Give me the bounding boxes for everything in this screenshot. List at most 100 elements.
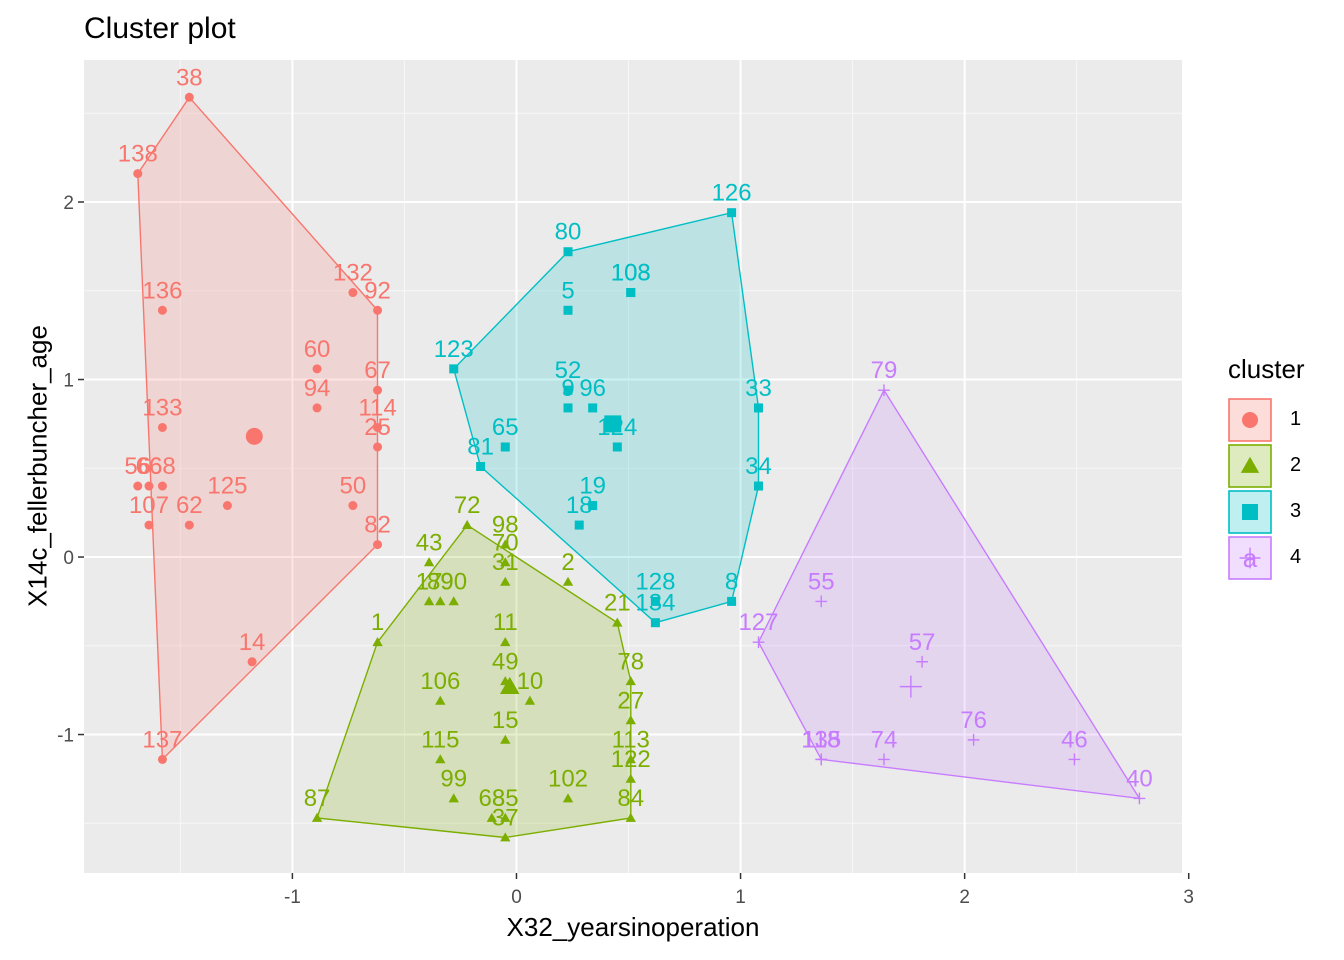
point-label: 57 bbox=[909, 629, 936, 656]
point-label: 68 bbox=[478, 785, 505, 812]
data-point bbox=[157, 481, 167, 491]
point-label: 133 bbox=[142, 394, 182, 421]
cluster-hull-1 bbox=[137, 96, 379, 762]
point-label: 84 bbox=[617, 785, 644, 812]
legend-label-2: 2 bbox=[1290, 454, 1302, 476]
major-gridlines bbox=[84, 60, 1190, 873]
legend-key-circle-icon bbox=[1228, 398, 1272, 442]
data-point bbox=[449, 364, 459, 374]
data-point bbox=[626, 288, 636, 298]
data-points bbox=[133, 92, 1146, 842]
data-point bbox=[815, 753, 828, 766]
point-label: 1 bbox=[371, 609, 384, 636]
legend-item-2: 2 bbox=[1228, 444, 1328, 490]
point-label: 43 bbox=[416, 529, 443, 556]
data-point bbox=[625, 812, 636, 822]
data-point bbox=[312, 364, 322, 374]
legend-label-4: 4 bbox=[1290, 546, 1302, 568]
x-axis-label: X32_yearsinoperation bbox=[506, 912, 760, 942]
data-point bbox=[500, 442, 510, 452]
point-label: 33 bbox=[745, 375, 772, 402]
point-label: 132 bbox=[333, 260, 373, 287]
point-label: 76 bbox=[960, 707, 987, 734]
data-point bbox=[435, 695, 446, 705]
legend-item-3: 3 bbox=[1228, 490, 1328, 536]
data-point bbox=[462, 519, 473, 529]
point-label: 96 bbox=[579, 375, 606, 402]
data-point bbox=[878, 753, 890, 766]
legend-label-3: 3 bbox=[1290, 500, 1302, 522]
data-point bbox=[753, 481, 763, 491]
point-label: 19 bbox=[579, 473, 606, 500]
data-point bbox=[878, 384, 890, 397]
data-point bbox=[373, 442, 383, 452]
data-point bbox=[753, 403, 763, 413]
data-point bbox=[157, 305, 167, 315]
point-label: 25 bbox=[364, 414, 391, 441]
legend-key-glyph: a bbox=[1243, 543, 1258, 573]
point-label: 128 bbox=[635, 568, 675, 595]
point-label: 62 bbox=[176, 492, 203, 519]
data-point bbox=[612, 442, 622, 452]
legend-key-square-icon bbox=[1228, 490, 1272, 534]
data-point bbox=[650, 596, 660, 606]
minor-gridlines bbox=[84, 60, 1182, 873]
point-label: 2 bbox=[561, 549, 574, 576]
x-tick-label: 1 bbox=[735, 887, 746, 908]
data-point bbox=[500, 832, 511, 842]
point-label: 126 bbox=[712, 180, 752, 207]
point-label: 123 bbox=[434, 336, 474, 363]
data-point bbox=[435, 754, 446, 764]
point-label: 136 bbox=[142, 277, 182, 304]
data-point bbox=[486, 812, 498, 822]
point-label: 113 bbox=[612, 726, 650, 753]
point-label: 106 bbox=[420, 668, 460, 695]
point-label: 67 bbox=[364, 357, 391, 384]
data-point bbox=[312, 403, 322, 413]
point-label: 46 bbox=[1061, 726, 1088, 753]
legend-title: cluster bbox=[1228, 354, 1305, 384]
point-label: 94 bbox=[304, 375, 331, 402]
data-point bbox=[562, 576, 574, 586]
point-label: 15 bbox=[492, 707, 519, 734]
point-label: 134 bbox=[635, 590, 675, 617]
point-label: 11 bbox=[493, 609, 518, 636]
data-point bbox=[524, 695, 536, 705]
data-point bbox=[563, 305, 573, 315]
point-label: 79 bbox=[871, 357, 898, 384]
data-point bbox=[727, 596, 737, 606]
y-tick-label: 1 bbox=[63, 371, 74, 392]
data-point bbox=[916, 655, 928, 668]
data-point bbox=[967, 734, 980, 746]
point-label: 60 bbox=[304, 336, 331, 363]
data-point bbox=[1133, 792, 1146, 805]
point-label: 115 bbox=[421, 726, 459, 753]
cluster-centroid bbox=[604, 415, 622, 433]
legend-key-plus-icon: a bbox=[1228, 536, 1272, 580]
data-point bbox=[650, 618, 660, 628]
data-point bbox=[448, 793, 459, 803]
point-label: 92 bbox=[364, 277, 391, 304]
point-label: 56 bbox=[124, 453, 151, 480]
data-point bbox=[1068, 753, 1081, 766]
point-label: 87 bbox=[304, 785, 331, 812]
cluster-hull-2 bbox=[316, 524, 632, 839]
point-label: 135 bbox=[801, 726, 841, 753]
data-point bbox=[500, 557, 511, 567]
point-label: 34 bbox=[745, 453, 772, 480]
point-label: 99 bbox=[440, 765, 467, 792]
point-label: 65 bbox=[492, 414, 519, 441]
point-label: 31 bbox=[492, 549, 519, 576]
plot-panel bbox=[84, 60, 1182, 873]
y-tick-label: -1 bbox=[57, 726, 74, 747]
point-label: 127 bbox=[738, 609, 778, 636]
data-point bbox=[612, 617, 623, 627]
data-point bbox=[563, 385, 573, 395]
point-label: 55 bbox=[808, 568, 835, 595]
point-label: 102 bbox=[548, 765, 588, 792]
legend-key-mark bbox=[1239, 547, 1261, 569]
point-label: 89 bbox=[427, 568, 454, 595]
point-label: 18 bbox=[566, 492, 593, 519]
point-label: 114 bbox=[358, 394, 396, 421]
